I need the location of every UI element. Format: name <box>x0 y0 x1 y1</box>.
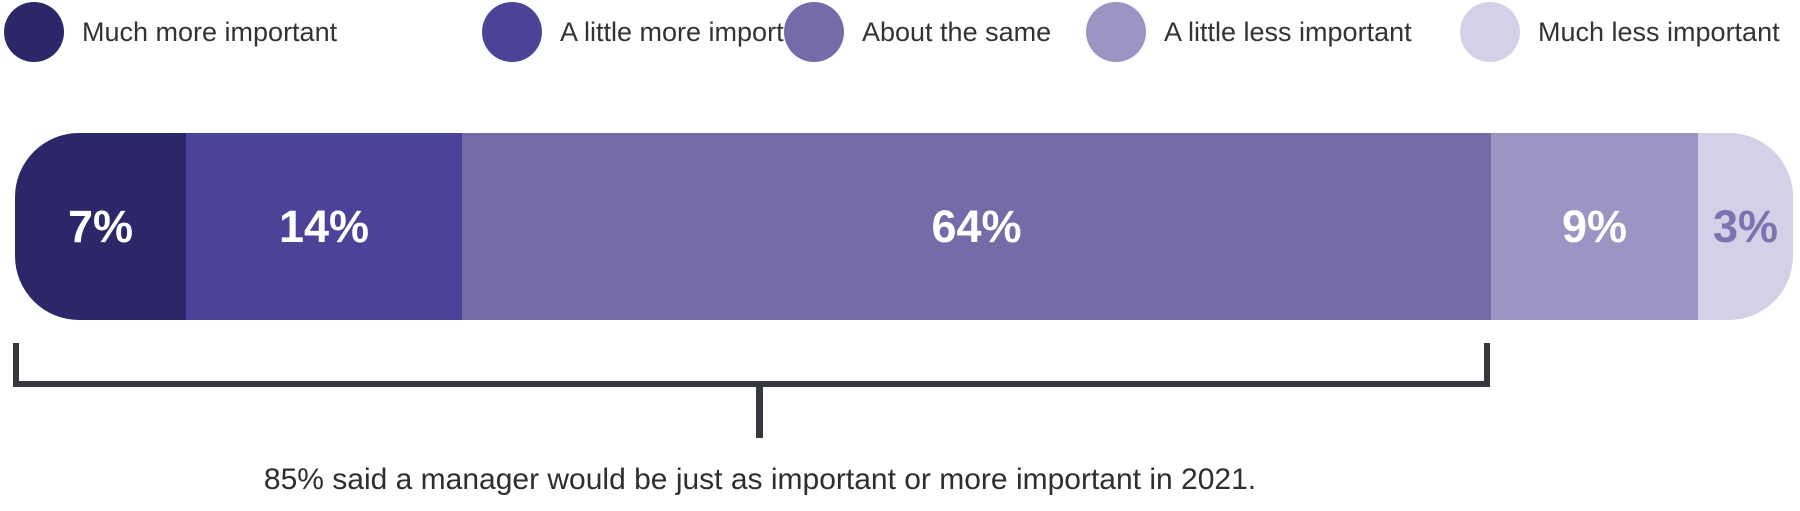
legend-label: A little less important <box>1164 16 1412 47</box>
annotation-caption: 85% said a manager would be just as impo… <box>263 463 1257 496</box>
stacked-bar: 7% 14% 64% 9% 3% <box>15 133 1793 320</box>
bar-segment-about-the-same: 64% <box>462 133 1491 320</box>
legend-swatch-circle-icon <box>784 2 844 62</box>
segment-value-label: 3% <box>1712 200 1779 252</box>
segment-value-label: 9% <box>1561 200 1628 252</box>
legend-item-a-little-less-important: A little less important <box>1086 2 1412 62</box>
bar-segment-a-little-more-important: 14% <box>186 133 462 320</box>
legend-item-about-the-same: About the same <box>784 2 1051 62</box>
legend-item-much-less-important: Much less important <box>1460 2 1780 62</box>
legend-label: Much more important <box>82 16 338 47</box>
segment-value-label: 64% <box>931 200 1022 252</box>
legend-swatch-circle-icon <box>1460 2 1520 62</box>
legend-swatch-circle-icon <box>482 2 542 62</box>
legend-item-much-more-important: Much more important <box>4 2 337 62</box>
legend-label: Much less important <box>1538 16 1780 47</box>
bar-segment-much-less-important: 3% <box>1698 133 1793 320</box>
legend-swatch-circle-icon <box>1086 2 1146 62</box>
bar-segment-a-little-less-important: 9% <box>1491 133 1698 320</box>
legend-swatch-circle-icon <box>4 2 64 62</box>
segment-value-label: 7% <box>67 200 134 252</box>
legend-label: A little more important <box>560 16 822 47</box>
legend-label: About the same <box>862 16 1052 47</box>
bar-segment-much-more-important: 7% <box>15 133 186 320</box>
bracket-stem <box>756 385 763 438</box>
legend-item-a-little-more-important: A little more important <box>482 2 821 62</box>
segment-value-label: 14% <box>278 200 370 252</box>
bracket-span-85-percent <box>13 343 1490 387</box>
